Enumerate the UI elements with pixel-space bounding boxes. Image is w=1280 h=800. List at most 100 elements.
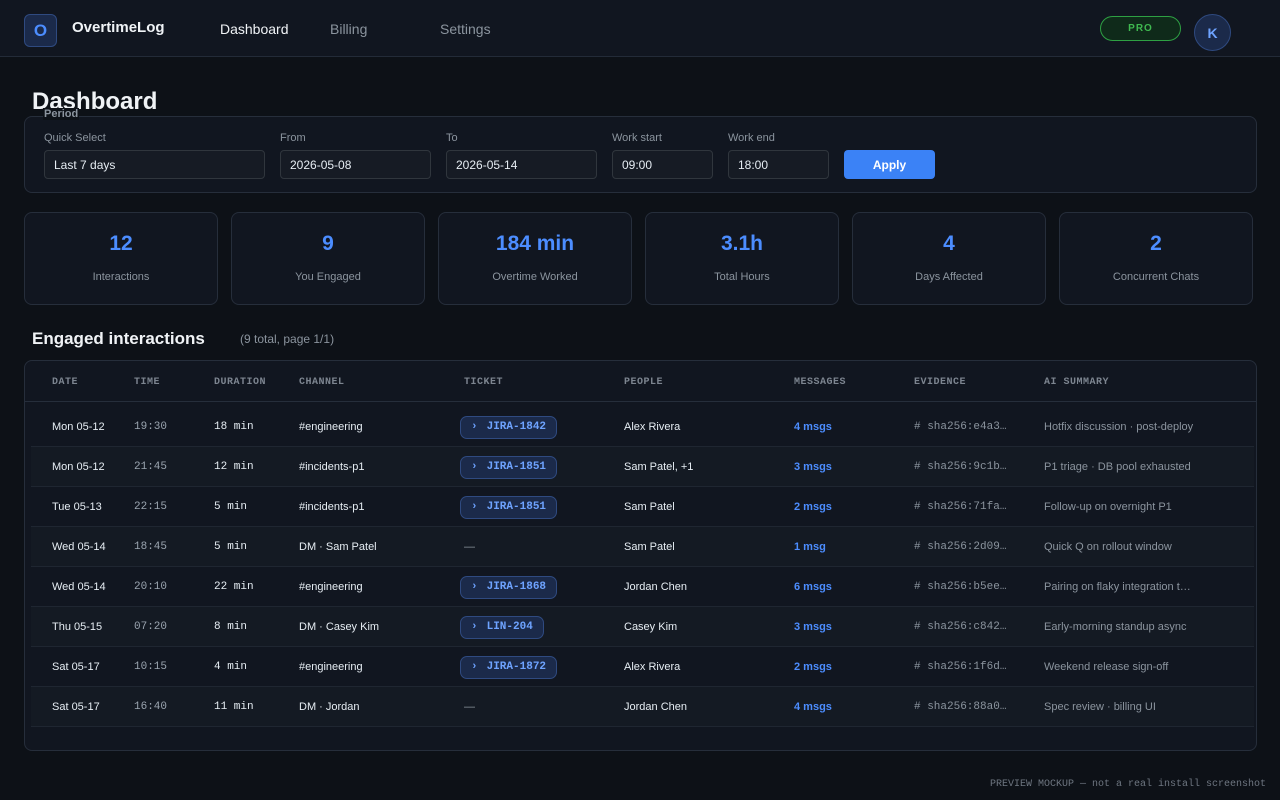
row-people: Casey Kim xyxy=(624,621,678,633)
table-row[interactable]: Mon 05-12 19:30 18 min #engineering › JIRA-18… xyxy=(31,407,1254,447)
row-messages-link[interactable]: 6 msgs xyxy=(794,581,832,593)
ticket-id: LIN-204 xyxy=(486,621,533,633)
stat-label: Days Affected xyxy=(915,271,983,283)
row-evidence-hash[interactable]: # sha256:2d09… xyxy=(914,541,1007,553)
stat-card-interactions: 12 Interactions xyxy=(24,212,218,305)
row-duration: 12 min xyxy=(214,461,254,473)
interactions-table: DATE TIME DURATION CHANNEL TICKET PEOPLE… xyxy=(24,360,1257,751)
row-people: Alex Rivera xyxy=(624,421,681,433)
row-people: Alex Rivera xyxy=(624,661,681,673)
period-legend: Period xyxy=(43,108,80,120)
table-row[interactable]: Mon 05-12 21:45 12 min #incidents-p1 › JIRA-1… xyxy=(31,447,1254,487)
ticket-link[interactable]: › JIRA-1872 xyxy=(460,655,558,679)
row-evidence-hash[interactable]: # sha256:1f6d… xyxy=(914,661,1007,673)
nav-dashboard[interactable]: Dashboard xyxy=(220,21,289,37)
row-date: Sat 05-17 xyxy=(52,701,100,713)
row-messages-link[interactable]: 3 msgs xyxy=(794,621,832,633)
table-row[interactable]: Tue 05-13 22:15 5 min #incidents-p1 › JIRA-18… xyxy=(31,487,1254,527)
column-header-time[interactable]: TIME xyxy=(134,377,161,388)
row-people: Sam Patel, +1 xyxy=(624,461,694,473)
row-duration: 18 min xyxy=(214,421,254,433)
row-channel: DM · Sam Patel xyxy=(299,541,377,553)
table-row[interactable]: Thu 05-15 07:20 8 min DM · Casey Kim › LIN-20… xyxy=(31,607,1254,647)
to-date-input[interactable]: 2026-05-14 xyxy=(446,150,597,179)
row-ai-summary: Hotfix discussion · post-deploy xyxy=(1044,421,1194,433)
section-title: Engaged interactions xyxy=(32,329,205,348)
column-header-duration[interactable]: DURATION xyxy=(214,377,267,388)
row-people: Sam Patel xyxy=(624,541,675,553)
nav-settings[interactable]: Settings xyxy=(440,21,491,37)
no-ticket-dash: — xyxy=(464,541,475,553)
preview-disclaimer: PREVIEW MOCKUP — not a real install scre… xyxy=(989,779,1266,790)
from-date-input[interactable]: 2026-05-08 xyxy=(280,150,431,179)
table-row[interactable]: Wed 05-14 18:45 5 min DM · Sam Patel — Sam Pa… xyxy=(31,527,1254,567)
user-avatar[interactable]: K xyxy=(1194,14,1231,51)
ticket-link[interactable]: › JIRA-1851 xyxy=(460,495,558,519)
column-header-evidence[interactable]: EVIDENCE xyxy=(914,377,967,388)
nav-billing[interactable]: Billing xyxy=(330,21,368,37)
column-header-ai-summary[interactable]: AI SUMMARY xyxy=(1044,377,1110,388)
ticket-id: JIRA-1851 xyxy=(486,461,547,473)
row-date: Thu 05-15 xyxy=(52,621,103,633)
row-ticket-cell: › LIN-204 xyxy=(460,607,620,647)
row-messages-link[interactable]: 2 msgs xyxy=(794,661,832,673)
no-ticket-dash: — xyxy=(464,701,475,713)
stat-label: Concurrent Chats xyxy=(1112,271,1200,283)
stat-card-you-engaged: 9 You Engaged xyxy=(231,212,425,305)
row-duration: 22 min xyxy=(214,581,254,593)
table-row[interactable]: Sat 05-17 16:40 11 min DM · Jordan — Jordan C… xyxy=(31,687,1254,727)
row-ai-summary: Early-morning standup async xyxy=(1044,621,1187,633)
row-ai-summary: Spec review · billing UI xyxy=(1044,701,1156,713)
chevron-right-icon: › xyxy=(471,621,478,633)
stat-card-overtime-worked: 184 min Overtime Worked xyxy=(438,212,632,305)
ticket-link[interactable]: › JIRA-1842 xyxy=(460,415,558,439)
row-evidence-hash[interactable]: # sha256:c842… xyxy=(914,621,1007,633)
row-date: Sat 05-17 xyxy=(52,661,100,673)
quick-select-dropdown[interactable]: Last 7 days xyxy=(44,150,265,179)
stat-card-total-hours: 3.1h Total Hours xyxy=(645,212,839,305)
row-time: 22:15 xyxy=(134,501,168,513)
row-evidence-hash[interactable]: # sha256:9c1b… xyxy=(914,461,1007,473)
row-messages-link[interactable]: 1 msg xyxy=(794,541,826,553)
row-date: Wed 05-14 xyxy=(52,581,106,593)
table-row[interactable]: Wed 05-14 20:10 22 min #engineering › JIRA-18… xyxy=(31,567,1254,607)
column-header-channel[interactable]: CHANNEL xyxy=(299,377,345,388)
row-date: Mon 05-12 xyxy=(52,421,105,433)
row-ai-summary: Weekend release sign-off xyxy=(1044,661,1169,673)
ticket-link[interactable]: › JIRA-1851 xyxy=(460,455,558,479)
column-header-date[interactable]: DATE xyxy=(52,377,79,388)
to-label: To xyxy=(446,132,458,144)
row-date: Tue 05-13 xyxy=(52,501,102,513)
column-header-messages[interactable]: MESSAGES xyxy=(794,377,847,388)
row-evidence-hash[interactable]: # sha256:88a0… xyxy=(914,701,1007,713)
column-header-ticket[interactable]: TICKET xyxy=(464,377,504,388)
row-channel: #engineering xyxy=(299,581,363,593)
stat-label: Total Hours xyxy=(714,271,770,283)
row-evidence-hash[interactable]: # sha256:71fa… xyxy=(914,501,1007,513)
work-start-input[interactable]: 09:00 xyxy=(612,150,713,179)
app-logo[interactable]: O xyxy=(24,14,57,47)
row-evidence-hash[interactable]: # sha256:b5ee… xyxy=(914,581,1007,593)
row-ticket-cell: › JIRA-1842 xyxy=(460,407,620,447)
row-messages-link[interactable]: 4 msgs xyxy=(794,421,832,433)
stat-value: 184 min xyxy=(495,232,575,255)
stat-card-days-affected: 4 Days Affected xyxy=(852,212,1046,305)
row-ticket-cell: › JIRA-1851 xyxy=(460,487,620,527)
row-evidence-hash[interactable]: # sha256:e4a3… xyxy=(914,421,1007,433)
ticket-link[interactable]: › JIRA-1868 xyxy=(460,575,558,599)
work-end-input[interactable]: 18:00 xyxy=(728,150,829,179)
row-messages-link[interactable]: 2 msgs xyxy=(794,501,832,513)
row-duration: 5 min xyxy=(214,541,248,553)
row-messages-link[interactable]: 4 msgs xyxy=(794,701,832,713)
stat-label: You Engaged xyxy=(295,271,361,283)
row-people: Jordan Chen xyxy=(624,701,687,713)
row-messages-link[interactable]: 3 msgs xyxy=(794,461,832,473)
app-name: OvertimeLog xyxy=(72,19,165,36)
top-bar: O OvertimeLog Dashboard Billing Settings… xyxy=(0,0,1280,57)
ticket-link[interactable]: › LIN-204 xyxy=(460,615,544,639)
column-header-people[interactable]: PEOPLE xyxy=(624,377,664,388)
table-row[interactable]: Sat 05-17 10:15 4 min #engineering › JIRA-187… xyxy=(31,647,1254,687)
row-time: 18:45 xyxy=(134,541,168,553)
apply-button[interactable]: Apply xyxy=(844,150,935,179)
row-channel: DM · Jordan xyxy=(299,701,360,713)
